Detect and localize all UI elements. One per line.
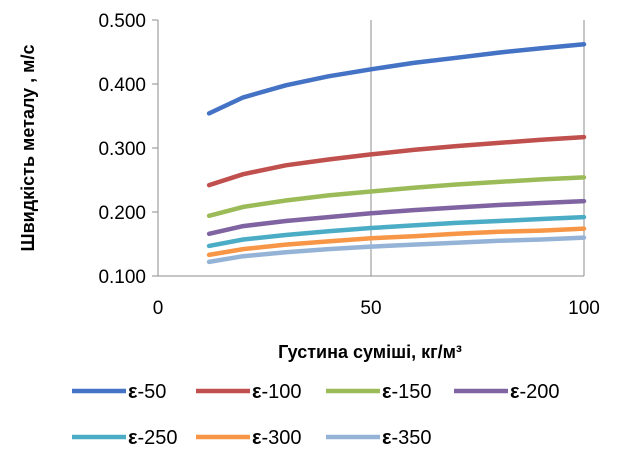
y-tick-label: 0.100 xyxy=(98,267,146,288)
legend-label-prefix: ε xyxy=(252,427,262,449)
legend-label-suffix: -200 xyxy=(520,381,560,403)
legend-label-prefix: ε xyxy=(382,427,392,449)
legend-label: ε-300 xyxy=(252,427,302,449)
legend-label-suffix: -150 xyxy=(392,381,432,403)
legend-item-eps300: ε-300 xyxy=(196,427,302,449)
ticks-layer: 0.100 0.200 0.300 0.400 0.500 0 50 100 xyxy=(98,11,599,319)
series-line-eps350 xyxy=(206,235,587,265)
legend-label-prefix: ε xyxy=(128,381,138,403)
legend-item-eps350: ε-350 xyxy=(326,427,432,449)
legend-label-prefix: ε xyxy=(382,381,392,403)
legend-item-eps200: ε-200 xyxy=(454,381,560,403)
legend-label-suffix: -250 xyxy=(138,427,178,449)
legend-item-eps150: ε-150 xyxy=(326,381,432,403)
legend-label-prefix: ε xyxy=(128,427,138,449)
series-line-eps150 xyxy=(206,175,587,219)
series-line-eps300 xyxy=(206,226,587,258)
legend-item-eps50: ε-50 xyxy=(72,381,166,403)
legend-label-prefix: ε xyxy=(510,381,520,403)
grid-layer xyxy=(370,20,585,276)
y-tick-label: 0.200 xyxy=(98,203,146,224)
legend-label-suffix: -300 xyxy=(262,427,302,449)
y-axis-title: Швидкість металу , м/с xyxy=(18,45,38,252)
series-line-eps100 xyxy=(206,134,587,188)
legend-label-suffix: -350 xyxy=(392,427,432,449)
legend-item-eps100: ε-100 xyxy=(196,381,302,403)
x-axis-title: Густина суміші, кг/м³ xyxy=(278,342,462,362)
legend-label: ε-350 xyxy=(382,427,432,449)
legend-label-suffix: -50 xyxy=(138,381,167,403)
series-line-eps200 xyxy=(206,198,587,237)
legend-item-eps250: ε-250 xyxy=(72,427,178,449)
legend-label: ε-200 xyxy=(510,381,560,403)
series-line-eps50 xyxy=(206,42,587,116)
x-tick-label: 0 xyxy=(153,298,164,319)
series-layer xyxy=(206,42,587,265)
legend-label-prefix: ε xyxy=(252,381,262,403)
legend-label: ε-50 xyxy=(128,381,166,403)
legend-label: ε-250 xyxy=(128,427,178,449)
legend-label-suffix: -100 xyxy=(262,381,302,403)
y-tick-label: 0.500 xyxy=(98,11,146,32)
x-tick-label: 100 xyxy=(568,298,600,319)
x-tick-label: 50 xyxy=(360,298,381,319)
series-line-eps250 xyxy=(206,214,587,249)
legend-label: ε-100 xyxy=(252,381,302,403)
y-tick-label: 0.400 xyxy=(98,75,146,96)
legend-label: ε-150 xyxy=(382,381,432,403)
y-tick-label: 0.300 xyxy=(98,139,146,160)
